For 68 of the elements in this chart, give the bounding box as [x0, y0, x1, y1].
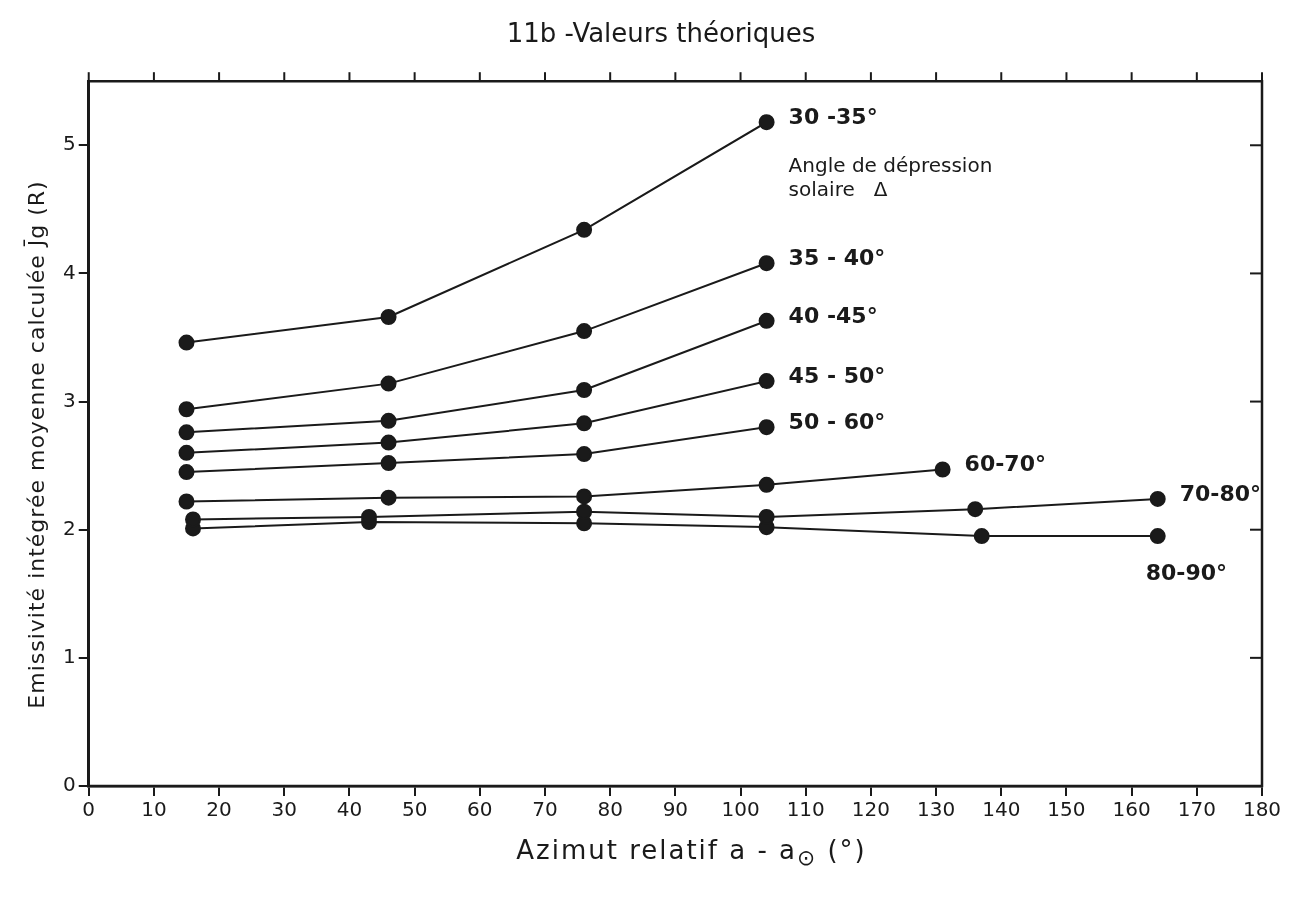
- point: [758, 255, 775, 272]
- x-tick-label: 120: [851, 797, 890, 822]
- point: [758, 419, 775, 436]
- point: [967, 501, 984, 518]
- point: [576, 446, 593, 463]
- x-tick-label: 150: [1047, 797, 1086, 822]
- x-tick-label: 80: [597, 797, 623, 822]
- point: [758, 508, 775, 525]
- point: [758, 114, 775, 131]
- series-label: 60-70°: [964, 451, 1046, 477]
- point: [178, 424, 195, 441]
- point: [576, 503, 593, 520]
- series-label: 80-90°: [1145, 559, 1228, 585]
- x-tick-label: 160: [1112, 797, 1151, 822]
- point: [380, 375, 397, 392]
- x-tick-label: 110: [786, 797, 825, 822]
- x-tick-label: 90: [662, 797, 689, 822]
- y-axis-title: Emissivité intégrée moyenne calculée J̄g (R): [23, 179, 49, 711]
- point: [576, 221, 593, 238]
- point: [973, 528, 990, 545]
- x-tick-label: 20: [206, 797, 232, 822]
- point: [576, 415, 593, 432]
- series-label: 70-80°: [1179, 480, 1262, 506]
- x-tick-label: 60: [467, 797, 493, 822]
- point: [576, 323, 593, 340]
- point: [576, 488, 593, 505]
- y-tick-label: 2: [62, 515, 76, 540]
- series-label: 50 - 60°: [788, 408, 886, 434]
- point: [934, 461, 951, 478]
- point: [380, 489, 397, 506]
- legend-label: 30 -35°: [788, 103, 878, 129]
- point: [178, 444, 195, 461]
- point: [380, 455, 397, 472]
- series-label: 45 - 50°: [788, 362, 886, 388]
- x-tick-label: 30: [271, 797, 297, 822]
- point: [758, 476, 775, 493]
- point: [758, 373, 775, 390]
- point: [178, 334, 195, 351]
- point: [380, 308, 397, 325]
- x-axis-title: Azimut relatif a - a$_{⊙}$ (°): [515, 835, 868, 871]
- chart-title: 11b -Valeurs théoriques: [506, 18, 816, 49]
- x-tick-label: 0: [82, 797, 96, 822]
- series-label: 40 -45°: [788, 302, 878, 328]
- x-tick-label: 140: [982, 797, 1021, 822]
- x-tick-label: 70: [532, 797, 558, 822]
- point: [178, 493, 195, 510]
- x-tick-label: 10: [141, 797, 167, 822]
- point: [1149, 528, 1166, 545]
- point: [380, 434, 397, 451]
- point: [178, 401, 195, 418]
- point: [380, 412, 397, 429]
- x-tick-label: 180: [1242, 797, 1282, 822]
- x-tick-label: 100: [721, 797, 760, 822]
- point: [1149, 490, 1166, 507]
- point: [576, 382, 593, 399]
- y-tick-label: 1: [62, 644, 76, 669]
- x-tick-label: 170: [1177, 797, 1216, 822]
- annotation: Angle de dépression solaire Δ: [788, 153, 993, 202]
- y-tick-label: 4: [62, 259, 76, 284]
- point: [178, 464, 195, 481]
- x-tick-label: 130: [917, 797, 956, 822]
- y-tick-label: 5: [62, 131, 76, 156]
- y-tick-label: 0: [62, 772, 76, 797]
- series-label: 35 - 40°: [788, 244, 886, 270]
- point: [758, 312, 775, 329]
- x-tick-label: 50: [401, 797, 428, 822]
- x-tick-label: 40: [336, 797, 363, 822]
- y-tick-label: 3: [62, 387, 76, 412]
